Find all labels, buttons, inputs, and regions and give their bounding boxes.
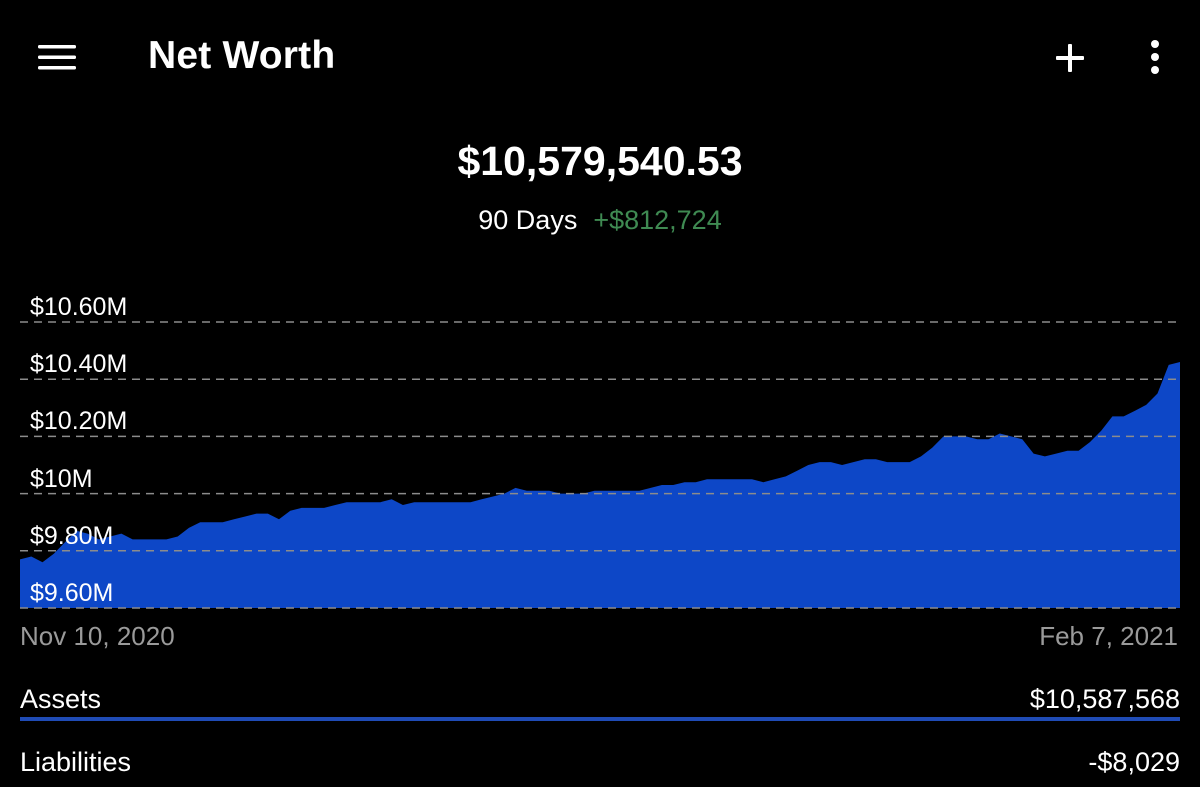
hamburger-menu-icon[interactable] — [36, 40, 78, 74]
assets-bar — [20, 717, 1180, 721]
y-tick-label: $9.60M — [30, 579, 114, 607]
page-title: Net Worth — [148, 34, 336, 77]
y-tick-label: $10M — [30, 464, 93, 493]
top-app-bar: Net Worth — [0, 0, 1200, 120]
change-summary: 90 Days +$812,724 — [0, 205, 1200, 236]
liabilities-row[interactable]: Liabilities -$8,029 — [20, 747, 1180, 787]
y-tick-label: $10.60M — [30, 293, 128, 321]
assets-row[interactable]: Assets $10,587,568 — [20, 684, 1180, 724]
plus-icon[interactable] — [1048, 36, 1092, 80]
vertical-dots-icon[interactable] — [1138, 36, 1172, 80]
y-tick-label: $10.20M — [30, 407, 128, 436]
period-label[interactable]: 90 Days — [478, 205, 578, 235]
x-axis-start-label: Nov 10, 2020 — [20, 621, 175, 651]
chart-svg — [20, 321, 1180, 609]
x-axis-end-label: Feb 7, 2021 — [1039, 621, 1178, 651]
liabilities-label: Liabilities — [20, 747, 132, 777]
change-amount: +$812,724 — [593, 205, 722, 235]
assets-label: Assets — [20, 684, 102, 714]
liabilities-value: -$8,029 — [1088, 747, 1180, 777]
assets-value: $10,587,568 — [1029, 684, 1180, 714]
net-worth-total: $10,579,540.53 — [457, 138, 743, 184]
y-tick-label: $10.40M — [30, 350, 128, 379]
y-tick-label: $9.80M — [30, 521, 114, 550]
net-worth-area — [20, 362, 1180, 608]
net-worth-chart[interactable]: $10.60M $10.40M $10.20M $10M $9.80M $9.60M — [0, 280, 1200, 620]
